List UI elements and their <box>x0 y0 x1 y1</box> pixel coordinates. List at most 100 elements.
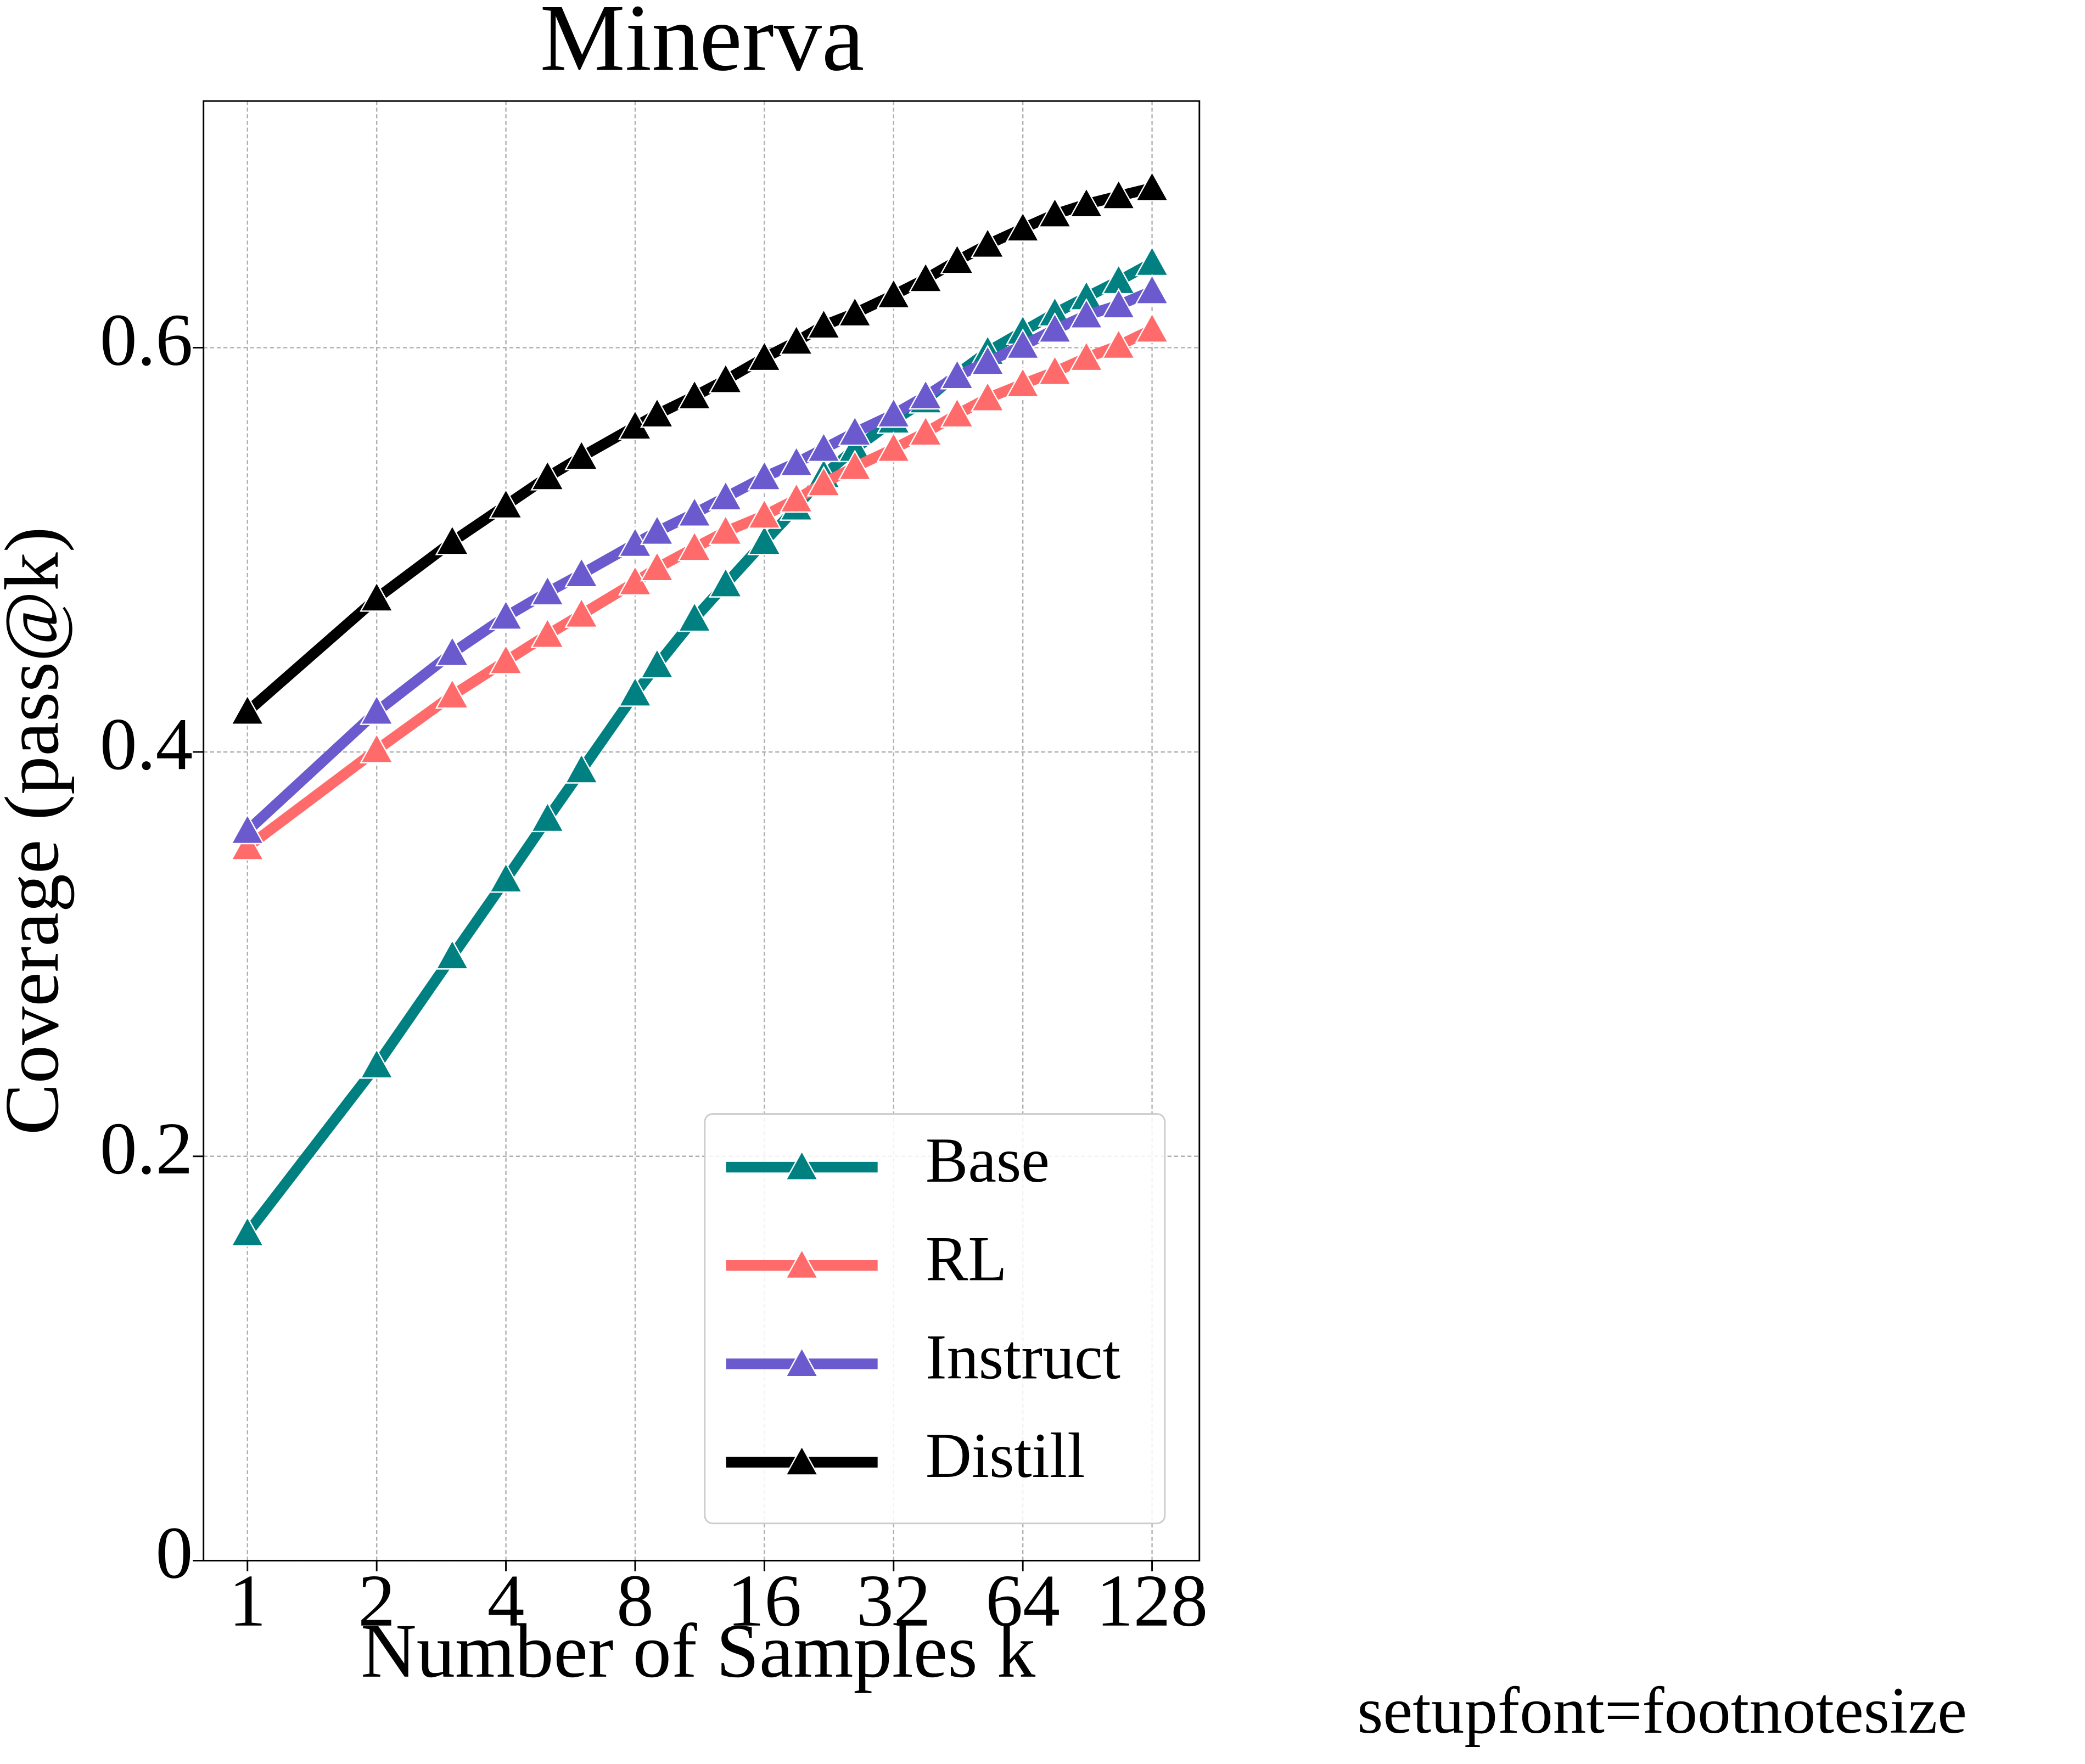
marker <box>1135 273 1169 305</box>
marker <box>435 524 469 555</box>
marker <box>970 380 1005 412</box>
marker <box>1038 196 1072 228</box>
marker <box>747 524 782 555</box>
marker <box>876 278 911 309</box>
legend: Base RL Instruct Distill <box>704 1113 1166 1525</box>
marker <box>909 379 943 410</box>
marker <box>1038 312 1072 343</box>
x-tick-label: 128 <box>1096 1560 1208 1642</box>
marker <box>1135 312 1169 343</box>
marker <box>909 415 943 446</box>
marker <box>806 308 841 339</box>
marker <box>970 227 1005 259</box>
y-axis-label: Coverage (pass@k) <box>0 527 75 1135</box>
marker <box>230 1216 265 1247</box>
marker <box>838 296 872 327</box>
marker <box>708 362 743 394</box>
marker <box>435 939 469 970</box>
marker <box>1006 328 1040 359</box>
marker <box>708 514 743 546</box>
marker <box>640 648 675 679</box>
marker <box>360 581 394 612</box>
marker <box>747 459 782 491</box>
marker <box>838 450 872 481</box>
marker <box>779 482 814 513</box>
marker <box>1101 288 1136 319</box>
y-tick-label: 0.2 <box>100 1108 193 1190</box>
y-tick-label: 0.6 <box>100 299 193 381</box>
legend-label: Instruct <box>926 1322 1120 1393</box>
marker <box>970 344 1005 375</box>
marker <box>1006 211 1040 242</box>
marker <box>360 694 394 725</box>
marker <box>640 514 675 546</box>
marker <box>1135 170 1169 201</box>
x-axis-label: Number of Samples k <box>361 1609 1036 1694</box>
marker <box>747 340 782 372</box>
marker <box>489 599 523 630</box>
marker <box>677 496 712 527</box>
marker <box>1006 367 1040 398</box>
y-tick-label: 0 <box>156 1512 193 1594</box>
marker <box>435 636 469 667</box>
marker <box>806 431 841 463</box>
marker <box>1101 328 1136 359</box>
marker <box>677 601 712 632</box>
marker <box>1069 340 1104 372</box>
marker <box>489 488 523 519</box>
x-tick-label: 16 <box>727 1560 802 1642</box>
marker <box>489 643 523 675</box>
marker <box>1101 178 1136 210</box>
legend-marker <box>784 1149 819 1181</box>
legend-marker <box>784 1248 819 1279</box>
marker <box>909 261 943 293</box>
marker <box>230 813 265 845</box>
marker <box>360 732 394 763</box>
marker <box>940 397 974 428</box>
marker <box>564 557 599 588</box>
marker <box>806 465 841 497</box>
marker <box>677 379 712 410</box>
marker <box>708 566 743 598</box>
marker <box>530 575 565 606</box>
legend-marker <box>784 1346 819 1378</box>
marker <box>940 243 974 274</box>
marker <box>360 1048 394 1079</box>
legend-marker <box>784 1445 819 1476</box>
legend-label: RL <box>926 1223 1007 1294</box>
x-tick-label: 8 <box>616 1560 654 1642</box>
marker <box>747 498 782 529</box>
x-tick-label: 2 <box>358 1560 395 1642</box>
x-tick-label: 32 <box>856 1560 931 1642</box>
marker <box>640 397 675 428</box>
marker <box>876 397 911 428</box>
marker <box>618 676 653 707</box>
legend-box <box>704 1113 1166 1525</box>
x-tick-label: 4 <box>487 1560 525 1642</box>
marker <box>530 617 565 648</box>
marker <box>230 829 265 861</box>
marker <box>677 530 712 561</box>
marker <box>530 801 565 833</box>
marker <box>1038 355 1072 386</box>
x-tick-label: 64 <box>985 1560 1060 1642</box>
marker <box>564 597 599 628</box>
marker <box>876 431 911 463</box>
marker <box>564 439 599 470</box>
y-tick-label: 0.4 <box>100 703 193 785</box>
marker <box>564 752 599 784</box>
marker <box>779 324 814 355</box>
marker <box>530 459 565 491</box>
x-tick-label: 1 <box>229 1560 266 1642</box>
marker <box>940 358 974 390</box>
marker <box>708 480 743 511</box>
marker <box>1069 187 1104 218</box>
note: setupfont=footnotesize <box>1357 1674 1967 1748</box>
plot-frame <box>203 100 1201 1561</box>
marker <box>435 678 469 709</box>
marker <box>640 550 675 582</box>
marker <box>489 862 523 893</box>
marker <box>779 445 814 476</box>
